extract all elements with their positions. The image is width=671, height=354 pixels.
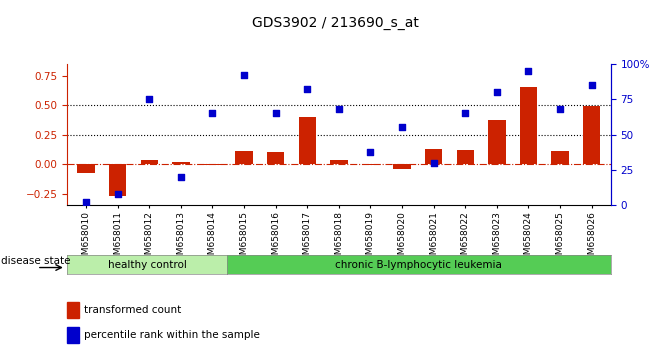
- Point: [397, 125, 407, 130]
- Text: healthy control: healthy control: [107, 259, 187, 270]
- Point: [555, 106, 566, 112]
- Text: percentile rank within the sample: percentile rank within the sample: [84, 330, 260, 340]
- Bar: [267, 152, 285, 164]
- Bar: [583, 106, 601, 164]
- Point: [239, 72, 250, 78]
- Text: chronic B-lymphocytic leukemia: chronic B-lymphocytic leukemia: [336, 259, 502, 270]
- Bar: [488, 120, 505, 164]
- Bar: [299, 117, 316, 164]
- Bar: [236, 151, 253, 164]
- Text: transformed count: transformed count: [84, 305, 181, 315]
- Point: [365, 149, 376, 154]
- Bar: [330, 160, 348, 164]
- Bar: [140, 160, 158, 164]
- Point: [460, 110, 470, 116]
- Point: [491, 89, 502, 95]
- Point: [112, 191, 123, 197]
- Bar: [172, 162, 189, 164]
- Point: [176, 174, 187, 180]
- Point: [523, 68, 534, 74]
- Bar: [362, 164, 379, 165]
- Point: [302, 86, 313, 92]
- Point: [207, 110, 218, 116]
- Point: [144, 96, 154, 102]
- Text: GDS3902 / 213690_s_at: GDS3902 / 213690_s_at: [252, 16, 419, 30]
- Bar: [456, 150, 474, 164]
- Point: [428, 160, 439, 166]
- Point: [333, 106, 344, 112]
- Point: [81, 200, 91, 205]
- Bar: [520, 87, 537, 164]
- Bar: [204, 164, 221, 165]
- Point: [586, 82, 597, 88]
- Bar: [552, 151, 569, 164]
- Point: [270, 110, 281, 116]
- Bar: [67, 327, 79, 343]
- Bar: [67, 302, 79, 318]
- Bar: [109, 164, 126, 196]
- Bar: [425, 149, 442, 164]
- Text: disease state: disease state: [1, 256, 71, 266]
- Bar: [393, 164, 411, 169]
- Bar: [77, 164, 95, 173]
